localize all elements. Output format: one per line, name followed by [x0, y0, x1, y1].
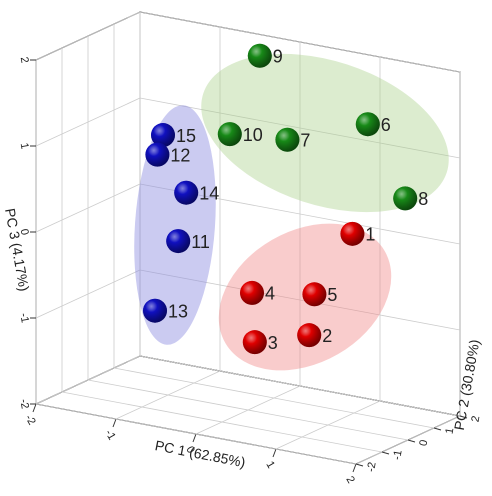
point-label: 5 — [327, 285, 337, 305]
tick-mark — [381, 451, 390, 455]
z-tick-label: 1 — [18, 142, 31, 150]
point-shade — [340, 221, 365, 246]
grid-line — [35, 97, 141, 147]
y-tick-label: 1 — [443, 427, 456, 435]
x-tick-label: 0 — [183, 444, 196, 455]
z-axis-title: PC 3 (4.17%) — [2, 207, 32, 293]
x-tick-label: 2 — [343, 474, 356, 485]
grid-line — [113, 367, 435, 429]
tick-mark — [407, 439, 416, 443]
grid-line — [139, 355, 461, 417]
grid-line — [35, 11, 141, 61]
z-tick-label: 0 — [18, 228, 31, 236]
group-ellipse — [201, 53, 449, 213]
point-shade — [151, 123, 175, 148]
point-label: 8 — [418, 189, 428, 209]
point-label: 6 — [381, 115, 391, 135]
point-label: 11 — [191, 232, 210, 252]
point-shade — [275, 127, 300, 152]
point-shade — [355, 112, 380, 137]
grid-line — [61, 391, 383, 453]
grid-line — [35, 403, 357, 465]
point-shade — [247, 43, 272, 68]
point-shade — [217, 122, 242, 147]
point-label: 7 — [300, 131, 310, 151]
point-label: 15 — [176, 126, 196, 146]
tick-mark — [272, 448, 277, 458]
point-shade — [297, 323, 322, 348]
z-tick-label: -2 — [17, 398, 31, 410]
grid-line — [35, 269, 141, 319]
y-tick-label: 2 — [469, 415, 482, 423]
point-label: 10 — [243, 125, 263, 145]
grid-line — [139, 11, 461, 73]
grid-line — [87, 379, 409, 441]
point-shade — [174, 180, 199, 205]
grid-line — [139, 97, 461, 159]
point-shade — [393, 186, 418, 211]
tick-mark — [192, 433, 197, 443]
z-tick-label: -1 — [17, 312, 31, 324]
grid-line — [35, 183, 141, 233]
point-label: 9 — [273, 47, 283, 67]
grid-line — [139, 269, 461, 331]
point-label: 13 — [168, 301, 188, 321]
tick-mark — [32, 403, 37, 413]
tick-mark — [352, 463, 357, 473]
point-shade — [166, 229, 191, 254]
x-axis-title: PC 1 (62.85%) — [154, 437, 247, 470]
tick-mark — [112, 418, 117, 428]
y-tick-label: -2 — [365, 461, 379, 473]
point-label: 3 — [268, 333, 278, 353]
point-label: 1 — [365, 225, 375, 245]
x-tick-label: 1 — [263, 459, 276, 470]
point-label: 2 — [322, 326, 332, 346]
point-shade — [240, 280, 264, 305]
x-tick-label: -2 — [22, 413, 37, 427]
point-shade — [302, 282, 327, 307]
tick-mark — [433, 427, 442, 431]
z-tick-label: 2 — [18, 56, 31, 64]
tick-mark — [459, 415, 468, 419]
point-label: 12 — [170, 145, 190, 165]
grid-line — [35, 355, 141, 405]
tick-mark — [355, 463, 364, 467]
x-tick-label: -1 — [102, 428, 117, 442]
point-shade — [145, 142, 170, 167]
point-label: 4 — [265, 284, 275, 304]
y-tick-label: 0 — [417, 439, 430, 447]
point-shade — [143, 298, 167, 323]
point-label: 14 — [199, 183, 219, 203]
point-shade — [242, 330, 267, 355]
y-tick-label: -1 — [391, 449, 405, 461]
